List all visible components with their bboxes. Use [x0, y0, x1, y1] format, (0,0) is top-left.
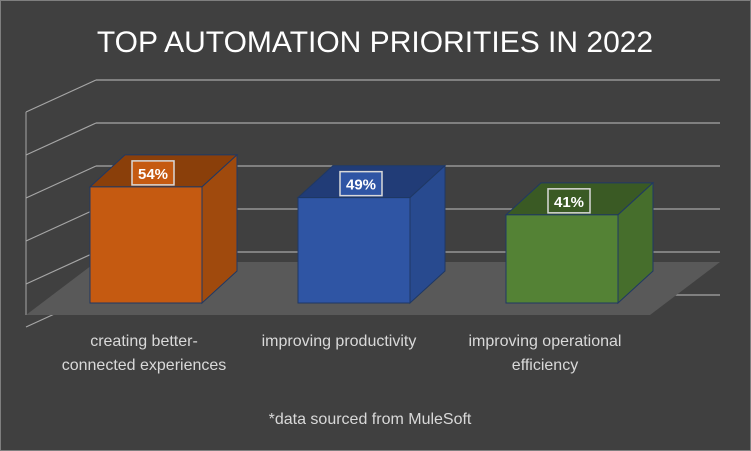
- bar-2: 49%: [296, 164, 447, 305]
- bar-1: 54%: [88, 153, 239, 305]
- footnote: *data sourced from MuleSoft: [269, 411, 472, 428]
- category-label-line: improving productivity: [262, 333, 417, 350]
- gridline-side: [25, 251, 97, 285]
- data-label: 54%: [138, 166, 168, 183]
- category-label-line: efficiency: [512, 357, 578, 374]
- bar-3: 41%: [504, 181, 655, 305]
- category-label-line: creating better-: [90, 333, 198, 350]
- data-label-box: [339, 170, 383, 197]
- bar-front-face: [297, 197, 411, 304]
- gridline-side: [25, 79, 97, 113]
- category-labels: creating better-connected experiences imp…: [62, 333, 622, 374]
- data-label-box: [547, 188, 591, 214]
- gridline-side: [25, 165, 97, 199]
- bar-front-face: [505, 214, 619, 304]
- category-label-line: connected experiences: [62, 357, 227, 374]
- data-label: 41%: [554, 194, 584, 211]
- gridline-side: [25, 122, 97, 156]
- gridline-side: [25, 208, 97, 242]
- bar-front-face: [89, 186, 203, 304]
- data-label-box: [131, 160, 175, 186]
- bar-series: 54% 49% 41%: [88, 153, 655, 305]
- chart-title: TOP AUTOMATION PRIORITIES IN 2022: [97, 26, 653, 59]
- data-label: 49%: [346, 177, 376, 194]
- category-label-line: improving operational: [469, 333, 622, 350]
